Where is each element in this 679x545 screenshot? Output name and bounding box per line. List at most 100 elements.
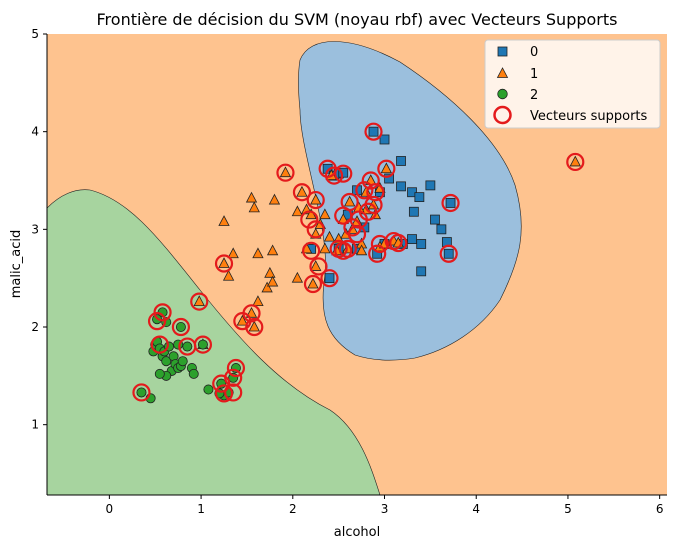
- x-axis-label: alcohol: [334, 525, 380, 540]
- data-point-class-1: [323, 230, 336, 242]
- support-vector-ring: [364, 195, 383, 215]
- data-point-class-1: [248, 320, 260, 332]
- data-point-class-1: [248, 201, 260, 213]
- y-tick-label: 1: [31, 418, 39, 432]
- support-vector-ring: [361, 171, 380, 190]
- data-point-class-1: [264, 266, 276, 278]
- support-vector-ring: [276, 163, 295, 182]
- data-point-class-2: [203, 384, 214, 395]
- data-point-class-2: [154, 368, 165, 379]
- y-tick-label: 2: [31, 320, 39, 334]
- data-point-class-1: [319, 208, 331, 220]
- data-point-class-1: [360, 185, 372, 197]
- support-vector-ring: [214, 254, 234, 273]
- support-vector-ring: [245, 317, 264, 337]
- support-vector-ring: [303, 274, 323, 294]
- support-vector-ring: [150, 335, 169, 354]
- support-vector-ring: [147, 312, 167, 331]
- support-vector-ring: [153, 303, 172, 322]
- data-point-class-0: [324, 273, 335, 284]
- support-vector-ring: [377, 159, 396, 178]
- data-point-class-1: [291, 271, 304, 283]
- y-axis-ticks: 1 2 3 4 5: [31, 27, 47, 432]
- axes-frame: [46, 34, 667, 496]
- data-point-class-1: [218, 257, 230, 268]
- y-tick-label: 3: [31, 222, 39, 236]
- support-vector-ring: [338, 239, 357, 258]
- data-point-class-1: [380, 162, 393, 174]
- data-point-class-1: [569, 155, 581, 167]
- region-class-2: [47, 189, 381, 495]
- support-vector-ring: [190, 292, 209, 311]
- x-tick-label: 3: [381, 502, 389, 516]
- data-point-class-1: [310, 260, 322, 271]
- data-point-class-0: [368, 126, 379, 137]
- data-point-class-1: [236, 314, 249, 326]
- support-vector-ring: [300, 210, 319, 229]
- support-vector-ring: [132, 383, 151, 402]
- data-point-class-2: [175, 322, 186, 333]
- data-point-class-1: [355, 244, 368, 256]
- legend-label-2: 2: [530, 88, 538, 103]
- legend-label-0: 0: [530, 45, 538, 60]
- data-point-class-2: [161, 356, 172, 367]
- data-point-class-1: [310, 193, 322, 205]
- support-vector-ring: [334, 164, 353, 183]
- x-tick-label: 1: [197, 502, 205, 516]
- legend: 0 1 2 Vecteurs supports: [484, 39, 661, 129]
- data-point-class-0: [338, 167, 349, 178]
- support-vector-ring: [389, 233, 408, 253]
- data-point-class-0: [443, 248, 454, 259]
- data-points-layer: [136, 126, 581, 404]
- x-tick-label: 0: [106, 502, 114, 516]
- data-point-class-1: [266, 275, 279, 287]
- y-axis-label: malic_acid: [9, 230, 24, 298]
- support-vector-ring: [214, 384, 234, 403]
- data-point-class-1: [227, 247, 239, 259]
- support-vector-ring: [306, 190, 325, 210]
- support-vector-layer: [132, 122, 585, 403]
- legend-marker-circle: [497, 88, 508, 100]
- data-point-class-2: [188, 368, 199, 379]
- support-vector-ring: [439, 244, 458, 263]
- data-point-class-1: [252, 295, 264, 307]
- data-point-class-1: [268, 193, 281, 205]
- data-point-class-1: [252, 247, 264, 259]
- y-tick-label: 4: [31, 125, 39, 139]
- data-point-class-0: [416, 266, 427, 277]
- support-vector-ring: [242, 304, 261, 323]
- legend-box: [484, 39, 661, 129]
- data-point-class-1: [245, 191, 258, 203]
- data-point-class-2: [197, 339, 208, 350]
- support-vector-ring: [171, 317, 191, 337]
- data-point-class-1: [319, 242, 331, 254]
- legend-label-support-vectors: Vecteurs supports: [530, 109, 648, 124]
- data-point-class-1: [344, 195, 356, 207]
- data-point-class-0: [414, 192, 425, 203]
- x-tick-label: 6: [656, 502, 664, 516]
- data-point-class-1: [193, 295, 205, 307]
- support-vector-ring: [370, 234, 390, 254]
- data-point-class-0: [384, 173, 395, 184]
- legend-marker-support-vector: [493, 105, 512, 125]
- support-vector-ring: [309, 257, 328, 276]
- data-point-class-0: [445, 198, 456, 208]
- data-point-class-2: [136, 387, 147, 398]
- data-point-class-0: [425, 180, 436, 191]
- x-tick-label: 2: [289, 502, 297, 516]
- support-vector-ring: [366, 183, 385, 202]
- data-point-class-2: [182, 341, 193, 352]
- support-vector-ring: [306, 220, 325, 239]
- support-vector-ring: [364, 122, 383, 141]
- data-point-class-1: [261, 281, 273, 293]
- data-point-class-0: [430, 214, 440, 225]
- data-point-class-2: [177, 356, 188, 367]
- support-vector-ring: [355, 181, 374, 200]
- data-point-class-1: [291, 205, 304, 217]
- legend-marker-square: [497, 46, 508, 57]
- x-axis-ticks: 0 1 2 3 4 5 6: [106, 495, 664, 516]
- support-vector-ring: [226, 358, 246, 378]
- x-tick-label: 5: [564, 502, 572, 516]
- support-vector-ring: [224, 368, 243, 387]
